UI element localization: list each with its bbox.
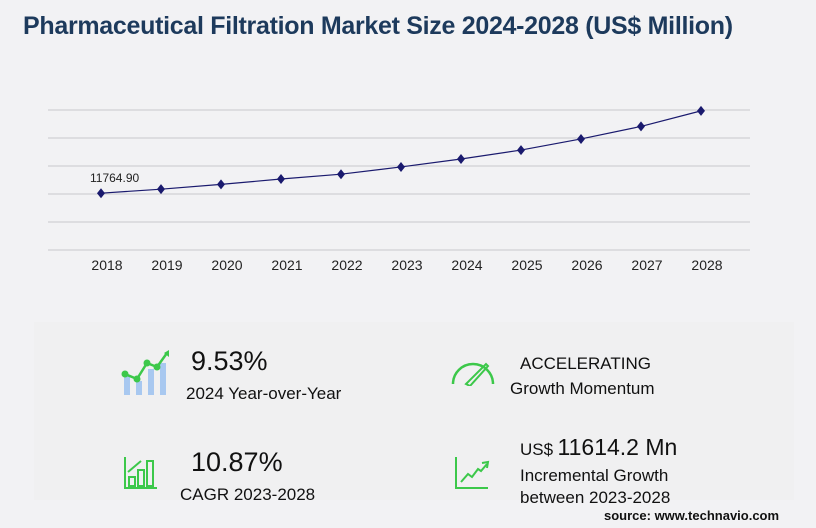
data-point <box>457 154 465 164</box>
data-point <box>217 179 225 190</box>
line-chart: 2018 2019 2020 2021 2022 2023 2024 2025 2026 2027… <box>48 105 750 273</box>
trend-up-icon <box>455 457 490 489</box>
data-point <box>637 121 645 132</box>
cagr-label: CAGR 2023-2028 <box>180 485 316 504</box>
source-note: source: www.technavio.com <box>604 508 780 523</box>
data-point <box>157 184 165 195</box>
data-point <box>277 174 285 185</box>
yoy-label: 2024 Year-over-Year <box>186 384 342 403</box>
chart-title: Pharmaceutical Filtration Market Size 20… <box>23 12 733 40</box>
x-tick-label: 2028 <box>691 257 722 273</box>
incremental-label-2: between 2023-2028 <box>520 488 671 507</box>
x-tick-label: 2020 <box>211 257 242 273</box>
momentum-value: ACCELERATING <box>520 354 651 373</box>
x-tick-label: 2022 <box>331 257 362 273</box>
x-tick-label: 2026 <box>571 257 602 273</box>
x-tick-label: 2019 <box>151 257 182 273</box>
x-tick-label: 2018 <box>91 257 122 273</box>
x-tick-label: 2021 <box>271 257 302 273</box>
cagr-value: 10.87% <box>191 447 283 477</box>
growth-bars-icon <box>121 350 169 395</box>
incremental-label-1: Incremental Growth <box>520 466 669 485</box>
incremental-value-row: US$ 11614.2 Mn <box>520 434 677 461</box>
speedometer-icon <box>451 362 495 386</box>
data-point <box>337 169 345 180</box>
yoy-value: 9.53% <box>191 346 268 376</box>
data-point <box>577 133 585 144</box>
x-tick-label: 2024 <box>451 257 482 273</box>
x-tick-label: 2025 <box>511 257 542 273</box>
stats-panel <box>34 322 794 500</box>
data-point <box>697 105 705 116</box>
series-line <box>100 110 702 194</box>
data-point <box>517 145 525 156</box>
momentum-label: Growth Momentum <box>510 379 655 398</box>
bar-chart-icon <box>124 457 157 489</box>
data-label: 11764.90 <box>90 171 139 185</box>
currency-prefix: US$ <box>520 440 554 459</box>
x-tick-label: 2027 <box>631 257 662 273</box>
x-tick-label: 2023 <box>391 257 422 273</box>
incremental-value: 11614.2 Mn <box>557 434 678 460</box>
data-point <box>97 188 105 199</box>
data-point <box>397 161 405 172</box>
